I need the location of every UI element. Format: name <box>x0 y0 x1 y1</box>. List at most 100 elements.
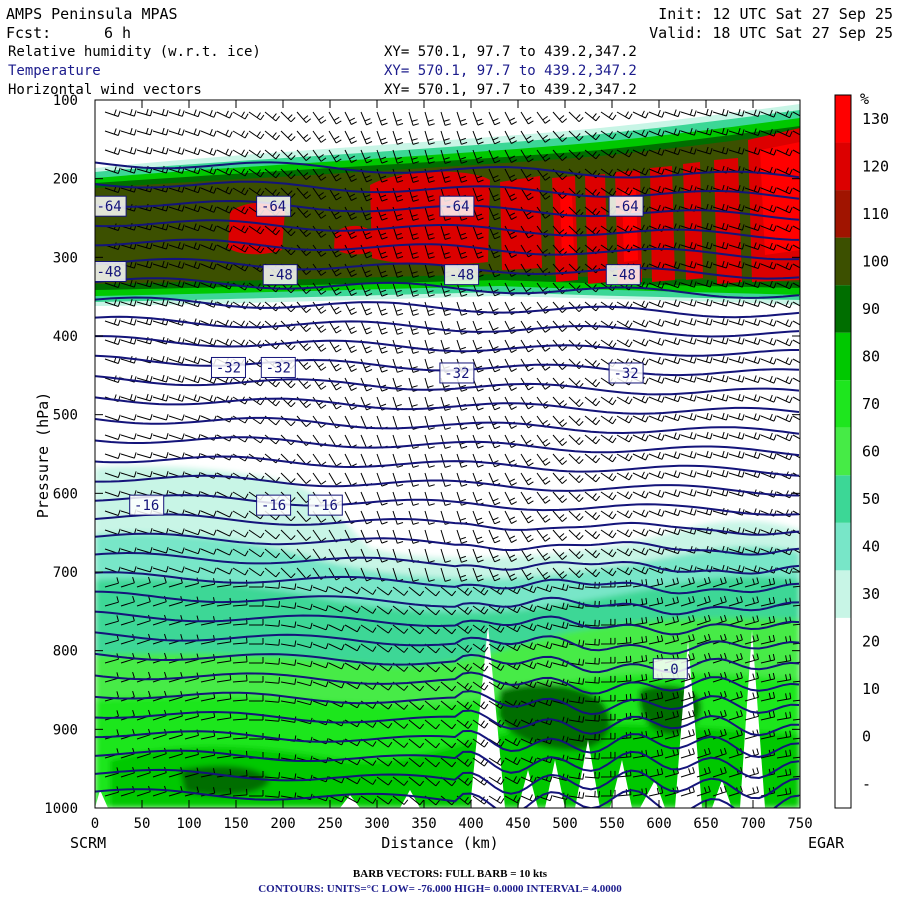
wind-barb <box>376 738 393 748</box>
wind-barb <box>184 528 201 536</box>
wind-barb <box>584 733 600 741</box>
wind-barb <box>600 130 617 140</box>
isotherm-line <box>95 455 800 477</box>
wind-barb <box>584 149 601 160</box>
barb-note: BARB VECTORS: FULL BARB = 10 kts <box>353 868 548 880</box>
wind-barb <box>664 615 679 626</box>
wind-barb <box>104 414 121 421</box>
wind-barb <box>248 529 265 539</box>
isotherm-line <box>95 551 800 575</box>
wind-barb <box>632 338 649 347</box>
wind-barb <box>568 696 585 704</box>
wind-barb <box>728 565 745 573</box>
wind-barb <box>200 243 217 251</box>
wind-barb <box>696 785 711 797</box>
wind-barb <box>744 653 759 664</box>
wind-barb <box>776 433 793 442</box>
wind-barb <box>568 772 585 780</box>
y-axis-label: Pressure (hPa) <box>34 392 52 518</box>
wind-barb <box>696 576 711 588</box>
valid-time: Valid: 18 UTC Sat 27 Sep 25 <box>649 24 893 42</box>
wind-barb <box>264 548 280 559</box>
x-tick-label: 550 <box>599 816 624 832</box>
wind-barb <box>296 130 312 142</box>
wind-barb <box>696 241 713 250</box>
wind-barb <box>232 655 248 664</box>
wind-barb <box>472 149 484 164</box>
model-title: AMPS Peninsula MPAS <box>6 5 178 23</box>
wind-barb <box>616 396 633 405</box>
wind-barb <box>776 262 793 271</box>
wind-barb <box>680 672 695 683</box>
wind-barb <box>472 168 484 183</box>
wind-barb <box>488 529 501 544</box>
wind-barb <box>232 206 249 215</box>
wind-barb <box>104 318 121 326</box>
wind-barb <box>616 111 633 120</box>
wind-barb <box>776 787 792 797</box>
wind-barb <box>552 415 568 427</box>
wind-barb <box>600 548 617 558</box>
wind-barb <box>472 719 489 729</box>
wind-barb <box>568 491 584 503</box>
wind-barb <box>440 738 457 749</box>
wind-barb <box>136 471 153 478</box>
wind-barb <box>424 510 435 525</box>
wind-barb <box>760 109 777 118</box>
wind-barb <box>728 394 745 402</box>
wind-barb <box>744 204 761 212</box>
wind-barb <box>408 719 425 730</box>
wind-barb <box>408 282 419 297</box>
isotherm-label: -32 <box>444 366 469 382</box>
wind-barb <box>536 130 551 143</box>
wind-barb <box>456 529 468 544</box>
wind-barb <box>184 147 201 156</box>
wind-barb <box>552 548 568 560</box>
wind-barb <box>568 734 585 742</box>
wind-barb <box>648 527 665 536</box>
wind-barb <box>584 752 600 760</box>
wind-barb <box>280 415 296 427</box>
wind-barb <box>696 127 713 136</box>
wind-barb <box>408 111 419 126</box>
wind-barb <box>520 187 534 201</box>
wind-barb <box>584 377 601 388</box>
wind-barb <box>136 566 153 573</box>
wind-barb <box>792 434 800 440</box>
wind-barb <box>648 597 664 607</box>
wind-barb <box>728 451 745 459</box>
wind-barb <box>408 738 425 749</box>
wind-barb <box>792 282 800 288</box>
isotherm-label-box <box>608 195 644 217</box>
wind-barb <box>744 546 761 554</box>
wind-barb <box>648 768 664 778</box>
wind-barb <box>600 510 617 520</box>
wind-barb <box>408 472 419 487</box>
isotherm-label: -16 <box>261 498 286 514</box>
wind-barb <box>792 111 800 117</box>
wind-barb <box>648 337 665 346</box>
wind-barb <box>392 624 409 634</box>
wind-barb <box>488 662 505 671</box>
wind-barb <box>200 529 217 536</box>
wind-barb <box>792 415 800 421</box>
wind-barb <box>408 700 425 711</box>
wind-barb <box>680 470 697 478</box>
wind-barb <box>344 624 361 633</box>
wind-barb <box>696 260 713 269</box>
wind-barb <box>232 636 248 645</box>
wind-barb <box>664 748 679 759</box>
wind-barb <box>200 510 217 517</box>
wind-barb <box>648 616 664 626</box>
wind-barb <box>328 453 342 467</box>
wind-barb <box>152 222 169 231</box>
wind-barb <box>168 547 185 554</box>
wind-barb <box>536 603 553 612</box>
wind-barb <box>456 586 473 596</box>
wind-barb <box>520 472 534 486</box>
wind-barb <box>408 130 419 145</box>
wind-barb <box>328 111 342 125</box>
wind-barb <box>520 130 534 144</box>
wind-barb <box>456 149 468 164</box>
wind-barb <box>536 434 551 447</box>
